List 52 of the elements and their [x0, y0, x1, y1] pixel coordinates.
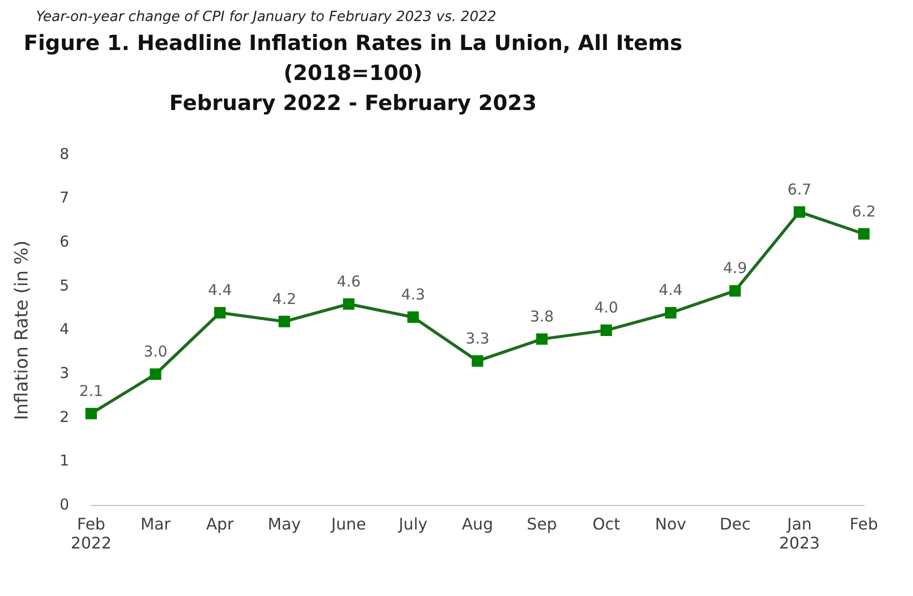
chart-subtitle: February 2022 - February 2023 — [168, 90, 538, 117]
point — [664, 307, 676, 319]
text: 4.9 — [723, 259, 747, 278]
y-tick-label: 8 — [60, 144, 70, 163]
text: Year-on-year change of CPI for January to February 2023 vs. 2022 — [36, 8, 498, 26]
point — [794, 206, 806, 218]
x-tick-label: Mar — [140, 514, 172, 534]
point — [342, 298, 354, 310]
text: 3.8 — [530, 307, 554, 326]
text: 3.0 — [144, 342, 168, 361]
x-tick-label: Jan 2023 — [779, 514, 820, 553]
x-tick-label: July — [398, 514, 428, 534]
x-tick-label: Oct — [592, 514, 620, 534]
point — [214, 307, 226, 319]
y-tick-label: 1 — [60, 452, 70, 470]
y-tick-label: 6 — [60, 232, 70, 251]
y-tick-label: 4 — [60, 320, 70, 338]
x-tick-label: Dec — [720, 514, 751, 534]
text: 2.1 — [79, 382, 104, 400]
point — [407, 311, 419, 323]
text: 6.7 — [788, 180, 812, 198]
text: 4.2 — [272, 290, 296, 308]
point — [85, 408, 97, 420]
text: 4.0 — [594, 298, 618, 317]
text: 4.6 — [336, 272, 361, 290]
x-tick-label: Feb — [850, 514, 878, 534]
point — [278, 316, 290, 328]
text: 4.4 — [208, 281, 232, 300]
y-tick-label: 2 — [60, 408, 70, 426]
text: 4.4 — [658, 281, 683, 300]
y-tick-label: 7 — [60, 188, 70, 207]
point — [858, 228, 870, 240]
x-tick-label: Nov — [655, 514, 686, 534]
x-tick-label: May — [268, 514, 301, 534]
text: 3.3 — [466, 329, 490, 348]
x-tick-label: Sep — [526, 514, 557, 534]
x-tick-label: Feb 2022 — [70, 514, 112, 553]
x-tick-label: June — [330, 514, 366, 534]
text: 6.2 — [852, 202, 876, 220]
y-axis-title: Inflation Rate (in %) — [11, 240, 32, 420]
chart-title: Figure 1. Headline Inflation Rates in La Union, All Items (2018=100) — [22, 30, 684, 87]
y-tick-label: 5 — [60, 276, 70, 294]
text: 4.3 — [401, 286, 426, 304]
x-tick-label: Apr — [206, 514, 234, 534]
x-tick-label: Aug — [462, 514, 494, 534]
point — [150, 368, 162, 380]
point — [729, 285, 741, 297]
y-tick-label: 0 — [60, 495, 70, 514]
y-tick-label: 3 — [60, 364, 70, 382]
point — [472, 355, 484, 367]
point — [536, 333, 548, 345]
point — [600, 324, 612, 336]
